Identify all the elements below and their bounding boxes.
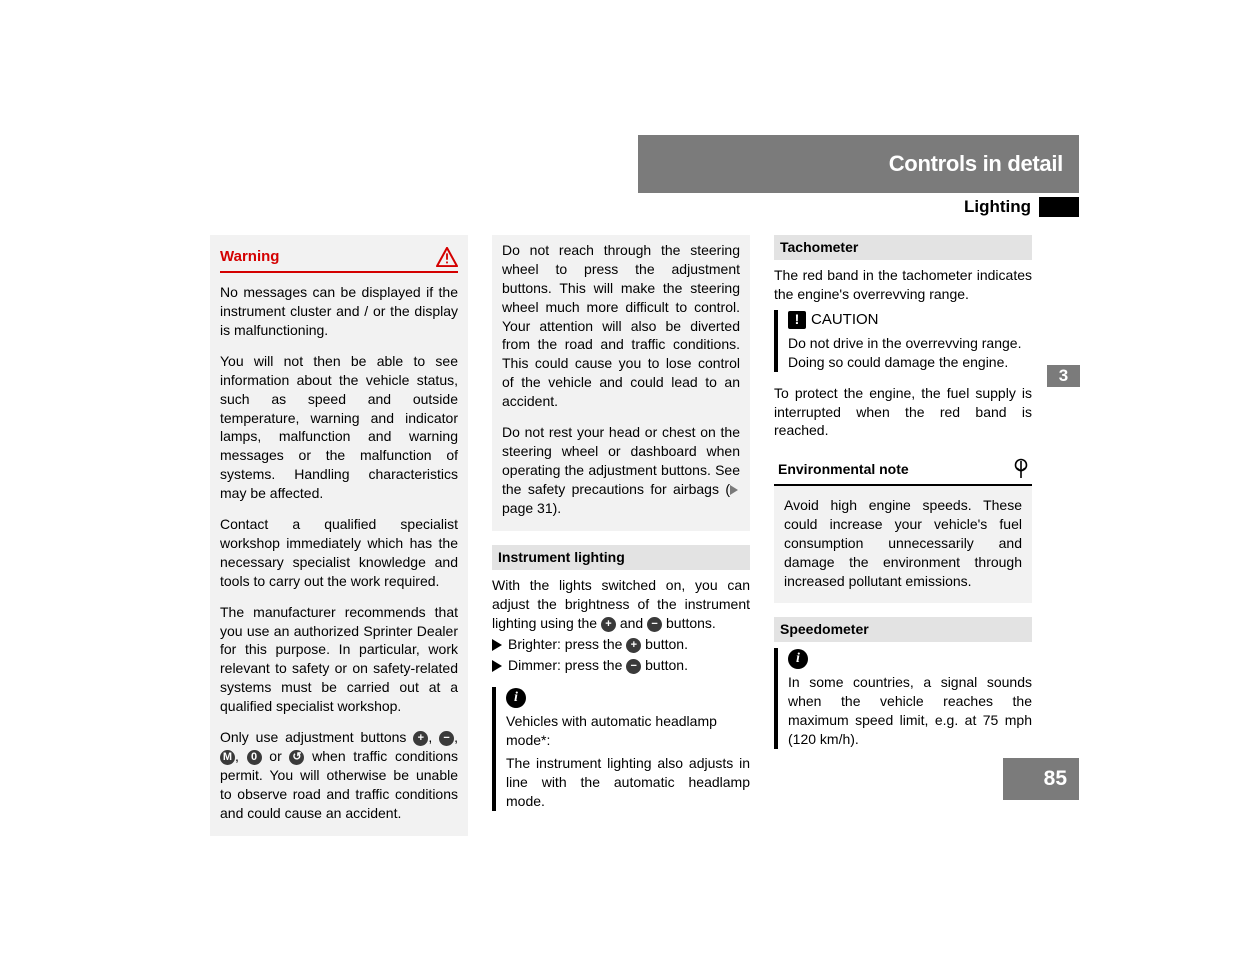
- plus-button-icon: +: [413, 731, 428, 746]
- speedometer-heading: Speedometer: [774, 617, 1032, 642]
- section-marker: [1039, 197, 1079, 217]
- step-bullet-icon: [492, 660, 502, 672]
- caution-text: Do not drive in the overrevving range. D…: [788, 334, 1032, 372]
- warning-p5: Only use adjustment buttons +, −, M, 0 o…: [220, 728, 458, 822]
- warning-box: Warning No messages can be displayed if …: [210, 235, 468, 836]
- p5-frag-b: or: [262, 748, 290, 764]
- caution-label: CAUTION: [811, 310, 879, 330]
- section-title: Lighting: [964, 197, 1031, 217]
- chapter-title: Controls in detail: [889, 151, 1063, 177]
- warning-p3: Contact a qualified specialist workshop …: [220, 515, 458, 591]
- minus-button-icon: −: [626, 659, 641, 674]
- p5-frag-a: Only use adjustment buttons: [220, 729, 413, 745]
- environment-icon: [1012, 458, 1030, 480]
- warning-triangle-icon: [436, 247, 458, 267]
- column-1: Warning No messages can be displayed if …: [210, 235, 468, 836]
- env-note-title: Environmental note: [778, 460, 909, 479]
- info-note-block: i Vehicles with automatic headlamp mode*…: [492, 687, 750, 811]
- caution-header: ! CAUTION: [788, 310, 1032, 330]
- tach-p1: The red band in the tachometer indicates…: [774, 266, 1032, 304]
- chapter-header-bar: Controls in detail: [638, 135, 1079, 193]
- page-number-bar: 85: [1003, 758, 1079, 800]
- dimmer-text: Dimmer: press the − button.: [508, 656, 688, 675]
- caution-block: ! CAUTION Do not drive in the overrevvin…: [774, 310, 1032, 372]
- warning-p2: You will not then be able to see informa…: [220, 352, 458, 503]
- column-3: Tachometer The red band in the tachomete…: [774, 235, 1032, 753]
- column-2: Do not reach through the steering wheel …: [492, 235, 750, 815]
- info-line-1: Vehicles with automatic headlamp mode*:: [506, 712, 750, 750]
- instrument-lighting-intro: With the lights switched on, you can adj…: [492, 576, 750, 633]
- p3-frag-c: buttons.: [662, 615, 716, 631]
- speedo-info-block: i In some countries, a signal sounds whe…: [774, 648, 1032, 749]
- env-note-text: Avoid high engine speeds. These could in…: [784, 496, 1022, 590]
- zero-button-icon: 0: [247, 750, 262, 765]
- b1b: button.: [641, 636, 688, 652]
- plus-button-icon: +: [601, 617, 616, 632]
- instrument-lighting-heading: Instrument lighting: [492, 545, 750, 570]
- warning-continued: Do not reach through the steering wheel …: [492, 235, 750, 531]
- b2b: button.: [641, 657, 688, 673]
- tachometer-heading: Tachometer: [774, 235, 1032, 260]
- env-note-header: Environmental note: [774, 458, 1032, 486]
- b1a: Brighter: press the: [508, 636, 626, 652]
- chapter-number-tab: 3: [1047, 365, 1080, 387]
- brighter-step: Brighter: press the + button.: [492, 635, 750, 654]
- warning-header: Warning: [220, 247, 458, 273]
- warning-p4: The manufacturer recommends that you use…: [220, 603, 458, 716]
- m-button-icon: M: [220, 750, 235, 765]
- caution-icon: !: [788, 311, 806, 329]
- minus-button-icon: −: [647, 617, 662, 632]
- reset-button-icon: ↺: [289, 750, 304, 765]
- dimmer-step: Dimmer: press the − button.: [492, 656, 750, 675]
- minus-button-icon: −: [439, 731, 454, 746]
- plus-button-icon: +: [626, 638, 641, 653]
- tach-p2: To protect the engine, the fuel supply i…: [774, 384, 1032, 441]
- p2-frag-b: page 31).: [502, 500, 561, 516]
- env-note-box: Avoid high engine speeds. These could in…: [774, 486, 1032, 602]
- p2-frag-a: Do not rest your head or chest on the st…: [502, 424, 740, 497]
- page-ref-icon: [730, 485, 738, 495]
- col2-p2: Do not rest your head or chest on the st…: [502, 423, 740, 517]
- page-number: 85: [1044, 767, 1067, 791]
- brighter-text: Brighter: press the + button.: [508, 635, 688, 654]
- speedo-info-text: In some countries, a signal sounds when …: [788, 673, 1032, 749]
- section-row: Lighting: [638, 197, 1079, 217]
- manual-page: Controls in detail Lighting 3 85 Warning…: [0, 0, 1235, 954]
- info-icon: i: [788, 649, 808, 669]
- step-bullet-icon: [492, 639, 502, 651]
- b2a: Dimmer: press the: [508, 657, 626, 673]
- info-line-2: The instrument lighting also adjusts in …: [506, 754, 750, 811]
- info-icon: i: [506, 688, 526, 708]
- warning-p1: No messages can be displayed if the inst…: [220, 283, 458, 340]
- col2-p1: Do not reach through the steering wheel …: [502, 241, 740, 411]
- p3-frag-b: and: [616, 615, 647, 631]
- warning-title: Warning: [220, 247, 279, 267]
